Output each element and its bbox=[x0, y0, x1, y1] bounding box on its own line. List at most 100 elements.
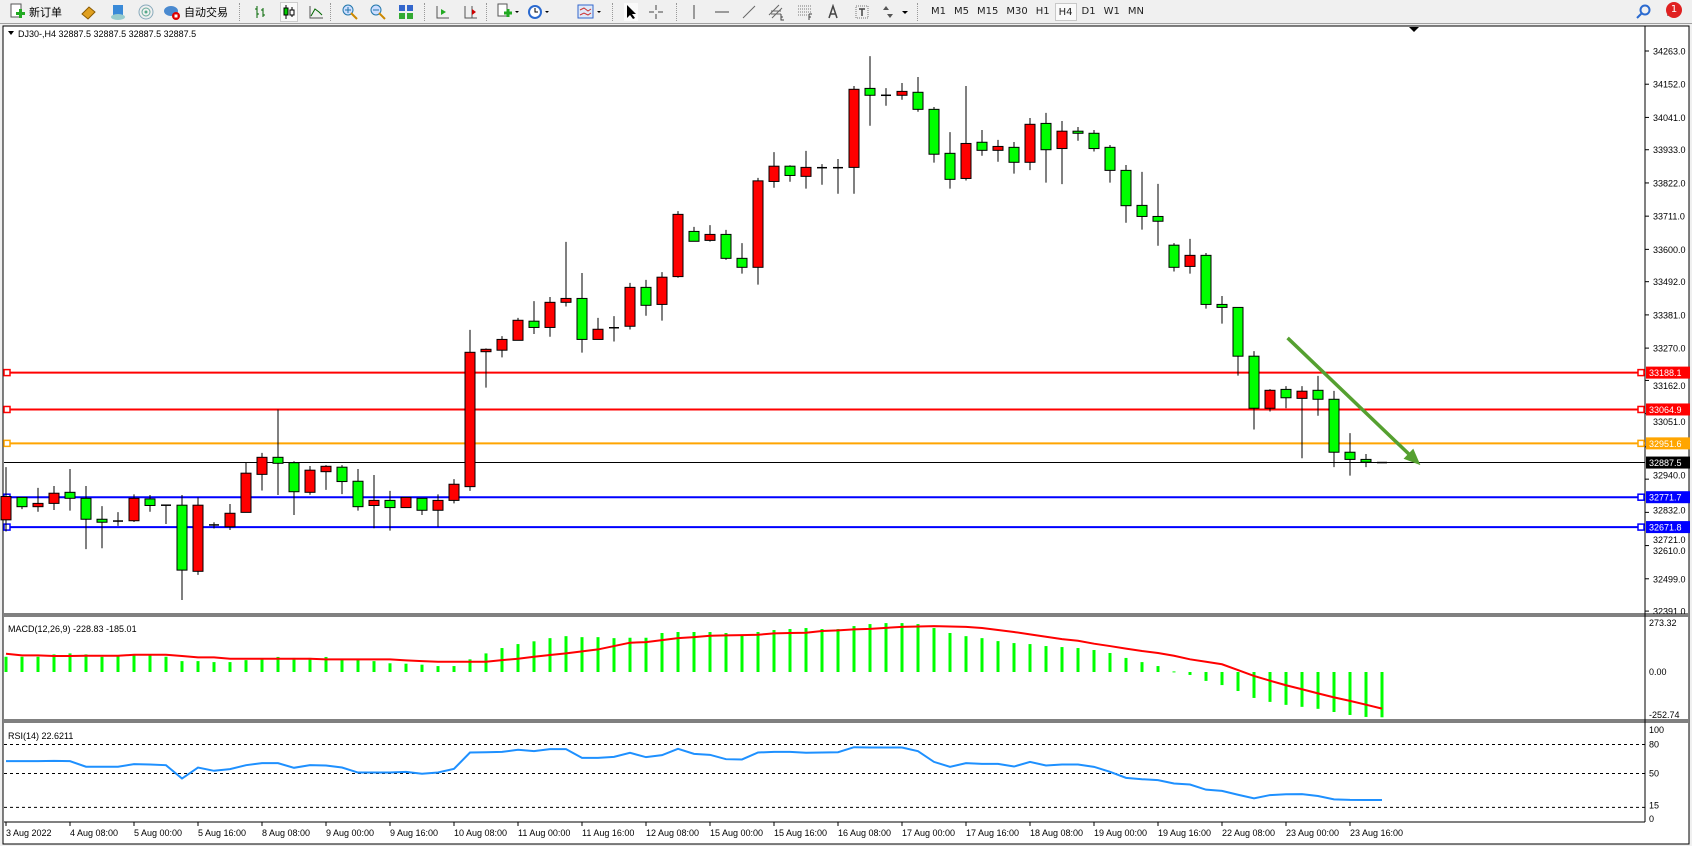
fibonacci-icon bbox=[798, 5, 812, 20]
cursor-button[interactable] bbox=[624, 3, 638, 21]
macd-histogram-bar bbox=[212, 662, 216, 672]
candle-bull bbox=[1056, 130, 1068, 150]
macd-histogram-bar bbox=[1044, 646, 1048, 672]
candle-bull bbox=[704, 233, 716, 241]
macd-histogram-bar bbox=[132, 655, 136, 672]
equidistant-channel-button[interactable] bbox=[768, 3, 786, 21]
macd-histogram-bar bbox=[100, 656, 104, 672]
trendline-button[interactable] bbox=[741, 3, 757, 21]
horizontal-line-button[interactable] bbox=[714, 3, 730, 21]
zoom-in-icon bbox=[342, 4, 358, 20]
candle-bear bbox=[1168, 244, 1180, 268]
indicators-button[interactable] bbox=[496, 3, 520, 21]
timeframe-mn[interactable]: MN bbox=[1127, 6, 1144, 17]
arrows-icon bbox=[883, 6, 908, 18]
macd-histogram-bar bbox=[772, 630, 776, 672]
trend-arrow-line bbox=[1286, 336, 1413, 459]
bar-chart-button[interactable] bbox=[252, 3, 268, 21]
auto-trading-button[interactable]: 自动交易 bbox=[163, 3, 228, 21]
level-price-tag bbox=[1646, 521, 1690, 534]
periods-button[interactable] bbox=[527, 3, 551, 21]
level-price-tag bbox=[1646, 403, 1690, 416]
candle-bear bbox=[1344, 451, 1356, 460]
candlestick-button[interactable] bbox=[280, 2, 298, 22]
timeframe-m30[interactable]: M30 bbox=[1006, 6, 1028, 17]
candle-bear bbox=[864, 87, 876, 96]
time-label: 5 Aug 16:00 bbox=[198, 828, 246, 838]
timeframe-m15[interactable]: M15 bbox=[977, 6, 999, 17]
auto-scroll-button[interactable] bbox=[434, 3, 450, 21]
text-label-button[interactable] bbox=[854, 3, 870, 21]
candle-bear bbox=[288, 462, 300, 493]
zoom-in-button[interactable] bbox=[342, 3, 358, 21]
fibonacci-button[interactable] bbox=[797, 3, 815, 21]
macd-histogram-bar bbox=[84, 654, 88, 672]
search-button[interactable] bbox=[1636, 3, 1652, 21]
macd-histogram-bar bbox=[1156, 666, 1160, 672]
trend-arrow[interactable] bbox=[1286, 336, 1421, 466]
zoom-out-button[interactable] bbox=[370, 3, 386, 21]
timeframe-m5[interactable]: M5 bbox=[954, 6, 969, 17]
crosshair-button[interactable] bbox=[648, 3, 664, 21]
macd-histogram-bar bbox=[836, 629, 840, 672]
templates-button[interactable] bbox=[577, 3, 603, 21]
navigator-button[interactable] bbox=[110, 3, 126, 21]
macd-histogram-bar bbox=[1060, 647, 1064, 672]
candle-bear bbox=[1232, 306, 1244, 357]
macd-histogram-bar bbox=[804, 628, 808, 672]
macd-histogram-bar bbox=[884, 623, 888, 672]
vertical-line-button[interactable] bbox=[686, 3, 702, 21]
chart-shift-button[interactable] bbox=[462, 3, 478, 21]
signals-button[interactable] bbox=[138, 3, 154, 21]
line-chart-button[interactable] bbox=[308, 3, 324, 21]
level-handle-left bbox=[3, 523, 11, 531]
candle-bull bbox=[128, 497, 140, 522]
candle-bear bbox=[1360, 458, 1372, 463]
macd-histogram-bar bbox=[196, 661, 200, 672]
candle-bear bbox=[928, 108, 940, 155]
candle-bull bbox=[656, 276, 668, 305]
candle-bull bbox=[240, 472, 252, 513]
vertical-line-icon bbox=[693, 5, 695, 19]
macd-tick-label: 273.32 bbox=[1649, 618, 1677, 628]
rsi-tick-label: 0 bbox=[1649, 814, 1654, 824]
macd-histogram-bar bbox=[276, 656, 280, 672]
new-order-button[interactable]: 新订单 bbox=[8, 3, 62, 21]
chart-window[interactable]: 34263.0 34152.0 34041.0 33933.0 33822.0 33711… bbox=[0, 25, 1692, 846]
timeframe-m1[interactable]: M1 bbox=[931, 6, 946, 17]
time-label: 11 Aug 16:00 bbox=[582, 828, 634, 838]
rsi-line bbox=[6, 746, 1383, 801]
candle-bear bbox=[912, 91, 924, 110]
text-button[interactable] bbox=[826, 3, 840, 21]
macd-histogram-bar bbox=[340, 659, 344, 672]
candle-bear bbox=[144, 498, 156, 506]
candle-bull bbox=[0, 496, 12, 521]
level-handle-right bbox=[1637, 368, 1645, 377]
timeframe-h1[interactable]: H1 bbox=[1035, 6, 1050, 17]
arrows-button[interactable] bbox=[880, 3, 910, 21]
chart-shift-marker[interactable] bbox=[1409, 27, 1419, 32]
macd-histogram-bar bbox=[388, 663, 392, 672]
timeframe-w1[interactable]: W1 bbox=[1103, 6, 1120, 17]
symbol-dropdown-icon[interactable] bbox=[8, 31, 14, 35]
level-price-label: 33188.1 bbox=[1649, 368, 1682, 378]
line-chart-icon bbox=[309, 6, 323, 19]
price-tick-label: 33600.0 bbox=[1653, 245, 1686, 255]
macd-histogram-bar bbox=[676, 632, 680, 672]
candle-bull bbox=[256, 456, 268, 475]
level-price-label: 33064.9 bbox=[1649, 405, 1682, 415]
candle-bull bbox=[1296, 390, 1308, 399]
tile-windows-button[interactable] bbox=[398, 3, 414, 21]
market-watch-button[interactable] bbox=[80, 3, 96, 21]
macd-histogram-bar bbox=[20, 656, 24, 672]
time-label: 5 Aug 00:00 bbox=[134, 828, 182, 838]
macd-histogram-bar bbox=[148, 655, 152, 672]
rsi-title: RSI(14) 22.6211 bbox=[8, 731, 73, 741]
timeframe-h4[interactable]: H4 bbox=[1054, 3, 1077, 21]
candle-bear bbox=[1216, 303, 1228, 308]
rsi-tick-label: 15 bbox=[1649, 800, 1659, 810]
macd-histogram-bar bbox=[852, 626, 856, 672]
level-price-label: 32951.6 bbox=[1649, 439, 1682, 449]
timeframe-d1[interactable]: D1 bbox=[1081, 6, 1096, 17]
level-price-tag bbox=[1646, 437, 1690, 450]
